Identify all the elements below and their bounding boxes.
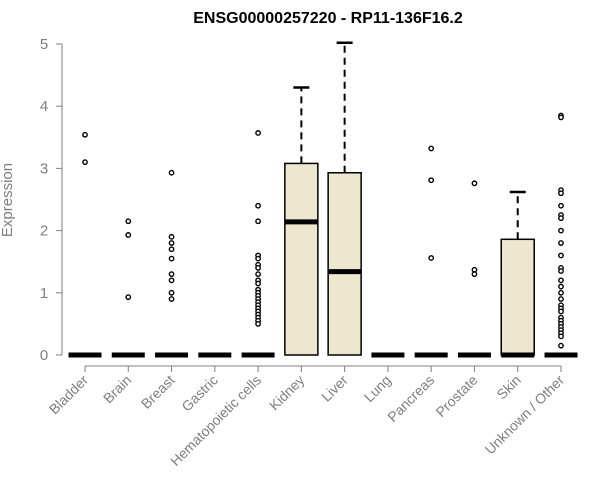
x-tick-label-brain: Brain <box>100 372 134 406</box>
outlier-point <box>558 240 564 246</box>
x-tick-label-pancreas: Pancreas <box>384 372 437 425</box>
outlier-point <box>471 271 478 278</box>
outlier-point <box>255 202 261 209</box>
outlier-point <box>168 246 175 253</box>
outlier-point <box>82 131 88 138</box>
box-iqr <box>500 238 535 356</box>
x-tick-label-prostate: Prostate <box>432 372 480 420</box>
x-tick-label-liver: Liver <box>318 372 351 405</box>
outlier-point <box>168 240 175 246</box>
box-unknown-other <box>544 112 578 358</box>
box-breast <box>155 169 189 358</box>
outlier-point <box>558 268 564 274</box>
x-tick-label-breast: Breast <box>138 372 178 412</box>
x-tick-label-bladder: Bladder <box>46 372 92 418</box>
box-skin <box>500 190 535 358</box>
box-prostate <box>457 180 491 358</box>
outlier-point <box>255 271 261 278</box>
y-tick-label: 5 <box>40 36 48 53</box>
box-iqr <box>284 162 319 356</box>
y-tick-label: 4 <box>40 98 48 115</box>
y-axis: 0 1 2 3 4 5 <box>40 36 63 364</box>
outlier-point <box>558 296 564 302</box>
outlier-point <box>255 255 261 262</box>
outlier-point <box>168 233 175 240</box>
outlier-point <box>558 114 564 121</box>
outlier-point <box>255 218 261 225</box>
outlier-point <box>125 218 132 225</box>
outlier-point <box>428 255 435 261</box>
outlier-point <box>255 280 261 287</box>
outlier-point <box>255 320 261 327</box>
outlier-point <box>558 215 564 222</box>
outlier-point <box>558 190 564 197</box>
outlier-point <box>168 296 175 302</box>
x-tick-label-unknown-other: Unknown / Other <box>482 372 568 458</box>
outlier-point <box>558 202 564 209</box>
outlier-point <box>168 289 175 296</box>
y-tick-label: 3 <box>40 160 48 177</box>
outlier-point <box>255 130 261 136</box>
outlier-point <box>471 180 478 187</box>
outlier-point <box>558 277 564 284</box>
boxes-group <box>68 41 578 358</box>
outlier-point <box>558 333 564 340</box>
box-bladder <box>68 131 102 358</box>
outlier-point <box>168 169 175 176</box>
box-brain <box>111 218 145 358</box>
outlier-point <box>558 342 564 349</box>
outlier-point <box>82 159 88 166</box>
y-axis-title: Expression <box>0 163 16 237</box>
outlier-point <box>168 277 175 284</box>
box-pancreas <box>414 145 448 358</box>
outlier-point <box>558 289 564 296</box>
outlier-point <box>168 271 175 278</box>
y-tick-label: 2 <box>40 223 48 240</box>
box-kidney <box>284 86 319 356</box>
y-tick-label: 1 <box>40 285 48 302</box>
y-tick-label: 0 <box>40 347 48 364</box>
outlier-point <box>255 265 261 271</box>
box-iqr <box>327 172 362 356</box>
box-liver <box>327 41 362 356</box>
chart-title: ENSG00000257220 - RP11-136F16.2 <box>193 10 463 27</box>
box-hematopoietic-cells <box>241 130 275 358</box>
outlier-point <box>168 255 175 262</box>
outlier-point <box>428 177 435 184</box>
outlier-point <box>558 308 564 315</box>
outlier-point <box>125 232 132 238</box>
outlier-point <box>558 252 564 259</box>
outlier-point <box>428 145 435 152</box>
outlier-point <box>558 283 564 290</box>
x-tick-label-gastric: Gastric <box>178 372 221 415</box>
x-tick-label-lung: Lung <box>361 372 394 405</box>
x-tick-label-skin: Skin <box>493 372 524 403</box>
outlier-point <box>125 294 132 301</box>
x-tick-label-kidney: Kidney <box>266 372 308 414</box>
outlier-point <box>558 227 564 234</box>
